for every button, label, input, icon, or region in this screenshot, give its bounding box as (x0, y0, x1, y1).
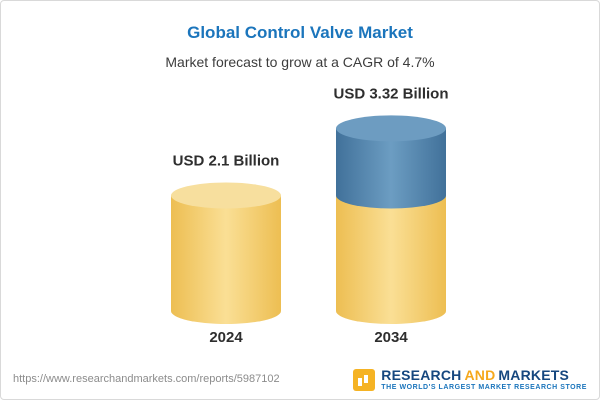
bar-category-label: 2034 (374, 329, 408, 346)
bar-value-label: USD 3.32 Billion (333, 85, 448, 102)
bar-category-label: 2024 (209, 329, 243, 346)
cylinder-top-icon (336, 115, 446, 142)
logo-research: RESEARCH (381, 367, 462, 383)
brand-wordmark: RESEARCH AND MARKETS (381, 368, 587, 382)
brand-text: RESEARCH AND MARKETS THE WORLD'S LARGEST M… (381, 368, 587, 391)
chart-header: Global Control Valve Market Market forec… (1, 23, 599, 70)
logo-and: AND (464, 367, 496, 383)
brand-logo: RESEARCH AND MARKETS THE WORLD'S LARGEST M… (353, 368, 587, 391)
report-url[interactable]: https://www.researchandmarkets.com/repor… (13, 373, 280, 385)
brand-mark-icon (353, 368, 376, 391)
cylinder-bar (336, 115, 446, 324)
logo-markets: MARKETS (498, 367, 570, 383)
chart-subtitle: Market forecast to grow at a CAGR of 4.7… (165, 54, 435, 70)
cylinder-bar (171, 182, 281, 324)
cylinder-chart: USD 2.1 Billion 2024 USD 3.32 Billion 2034 (171, 85, 449, 346)
brand-tagline: THE WORLD'S LARGEST MARKET RESEARCH STOR… (381, 384, 587, 391)
cylinder-top-icon (171, 182, 281, 209)
chart-title: Global Control Valve Market (187, 23, 413, 42)
bar-value-label: USD 2.1 Billion (173, 153, 280, 170)
